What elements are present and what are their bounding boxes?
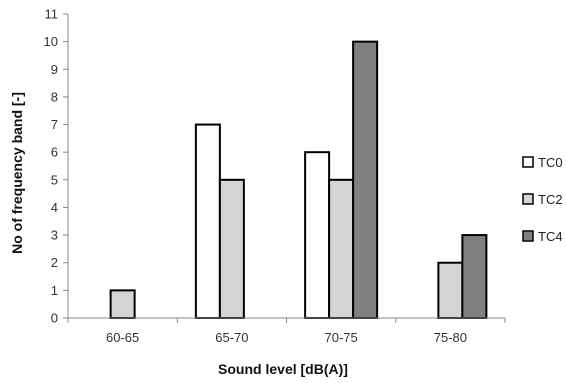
- x-tick-label: 75-80: [434, 330, 467, 345]
- bar-tc0-65-70: [194, 123, 221, 319]
- bars: [109, 40, 488, 320]
- legend-swatch-tc2: [522, 193, 534, 205]
- y-tick-label: 2: [51, 255, 58, 270]
- y-tick-label: 0: [51, 311, 58, 326]
- bar-tc4-70-75: [352, 40, 379, 320]
- y-tick-label: 11: [45, 7, 59, 22]
- x-tick-label: 70-75: [325, 330, 358, 345]
- y-axis-ticks: 0 1 2 3 4 5 6 7 8 9 10 11: [44, 7, 68, 326]
- legend-swatch-tc4: [522, 230, 534, 242]
- y-tick-label: 10: [44, 34, 58, 49]
- bar-tc2-75-80: [437, 261, 464, 319]
- y-tick-label: 6: [51, 145, 58, 160]
- y-tick-label: 1: [51, 283, 58, 298]
- x-axis-ticks: 60-65 65-70 70-75 75-80: [67, 318, 506, 345]
- y-tick-label: 7: [51, 117, 58, 132]
- bar-tc4-75-80: [461, 234, 488, 319]
- y-tick-label: 8: [51, 89, 58, 104]
- legend: TC0 TC2 TC4: [522, 155, 563, 244]
- legend-label-tc0: TC0: [538, 155, 563, 170]
- y-tick-label: 9: [51, 62, 58, 77]
- bar-tc0-70-75: [304, 151, 331, 319]
- y-axis-title: No of frequency band [-]: [9, 92, 25, 254]
- x-tick-label: 60-65: [106, 330, 139, 345]
- legend-label-tc2: TC2: [538, 192, 563, 207]
- y-tick-label: 5: [51, 172, 58, 187]
- bar-tc2-70-75: [328, 178, 355, 319]
- y-tick-label: 4: [51, 200, 58, 215]
- x-tick-label: 65-70: [215, 330, 248, 345]
- bar-tc2-60-65: [109, 289, 136, 320]
- x-axis-title: Sound level [dB(A)]: [218, 361, 348, 377]
- bar-tc2-65-70: [218, 178, 245, 319]
- legend-swatch-tc0: [522, 156, 534, 168]
- legend-label-tc4: TC4: [538, 229, 563, 244]
- y-tick-label: 3: [51, 228, 58, 243]
